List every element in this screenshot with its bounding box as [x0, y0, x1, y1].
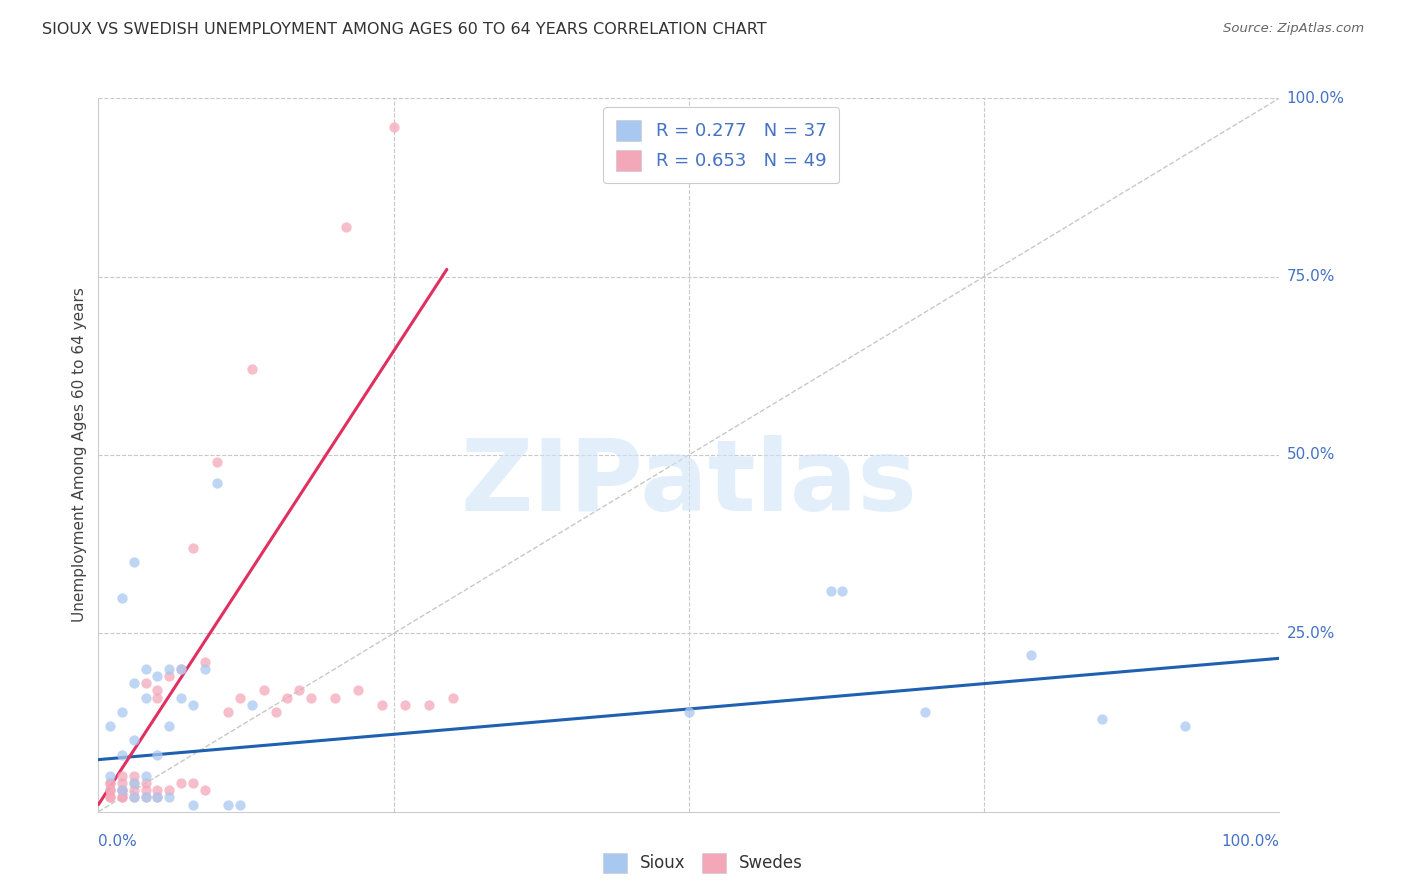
Point	[335, 219, 357, 234]
Point	[205, 476, 228, 491]
Point	[98, 719, 121, 733]
Point	[98, 776, 121, 790]
Point	[347, 683, 370, 698]
Point	[146, 747, 169, 762]
Point	[111, 783, 134, 797]
Point	[122, 555, 145, 569]
Point	[146, 790, 169, 805]
Point	[111, 790, 134, 805]
Point	[1091, 712, 1114, 726]
Point	[146, 783, 169, 797]
Point	[122, 790, 145, 805]
Point	[122, 783, 145, 797]
Point	[135, 783, 157, 797]
Point	[170, 690, 193, 705]
Point	[111, 591, 134, 605]
Point	[146, 690, 169, 705]
Point	[229, 690, 252, 705]
Point	[205, 455, 228, 469]
Text: 0.0%: 0.0%	[98, 834, 138, 849]
Point	[240, 698, 263, 712]
Text: 25.0%: 25.0%	[1286, 626, 1334, 640]
Point	[146, 790, 169, 805]
Point	[122, 776, 145, 790]
Text: ZIPatlas: ZIPatlas	[461, 435, 917, 532]
Point	[170, 662, 193, 676]
Point	[170, 776, 193, 790]
Point	[288, 683, 311, 698]
Point	[146, 683, 169, 698]
Point	[135, 690, 157, 705]
Point	[264, 705, 287, 719]
Point	[98, 769, 121, 783]
Point	[122, 733, 145, 747]
Point	[135, 790, 157, 805]
Point	[194, 655, 217, 669]
Point	[181, 698, 204, 712]
Point	[98, 790, 121, 805]
Text: Source: ZipAtlas.com: Source: ZipAtlas.com	[1223, 22, 1364, 36]
Point	[157, 783, 180, 797]
Point	[146, 669, 169, 683]
Point	[194, 662, 217, 676]
Point	[111, 790, 134, 805]
Point	[820, 583, 842, 598]
Point	[98, 783, 121, 797]
Point	[111, 776, 134, 790]
Point	[122, 776, 145, 790]
Text: 100.0%: 100.0%	[1222, 834, 1279, 849]
Point	[299, 690, 322, 705]
Point	[157, 790, 180, 805]
Point	[135, 676, 157, 690]
Point	[217, 705, 239, 719]
Point	[418, 698, 440, 712]
Point	[157, 662, 180, 676]
Y-axis label: Unemployment Among Ages 60 to 64 years: Unemployment Among Ages 60 to 64 years	[72, 287, 87, 623]
Point	[98, 790, 121, 805]
Point	[229, 797, 252, 812]
Point	[276, 690, 298, 705]
Point	[323, 690, 346, 705]
Point	[240, 362, 263, 376]
Legend: R = 0.277   N = 37, R = 0.653   N = 49: R = 0.277 N = 37, R = 0.653 N = 49	[603, 107, 839, 183]
Text: 100.0%: 100.0%	[1286, 91, 1344, 105]
Point	[170, 662, 193, 676]
Point	[98, 783, 121, 797]
Point	[394, 698, 416, 712]
Point	[135, 776, 157, 790]
Point	[217, 797, 239, 812]
Point	[111, 769, 134, 783]
Point	[98, 776, 121, 790]
Point	[371, 698, 394, 712]
Point	[135, 662, 157, 676]
Point	[111, 783, 134, 797]
Point	[122, 769, 145, 783]
Point	[122, 790, 145, 805]
Point	[111, 783, 134, 797]
Point	[157, 669, 180, 683]
Point	[194, 783, 217, 797]
Legend: Sioux, Swedes: Sioux, Swedes	[596, 847, 810, 880]
Point	[914, 705, 936, 719]
Point	[678, 705, 700, 719]
Text: SIOUX VS SWEDISH UNEMPLOYMENT AMONG AGES 60 TO 64 YEARS CORRELATION CHART: SIOUX VS SWEDISH UNEMPLOYMENT AMONG AGES…	[42, 22, 766, 37]
Point	[111, 705, 134, 719]
Point	[157, 719, 180, 733]
Point	[441, 690, 464, 705]
Point	[111, 747, 134, 762]
Point	[253, 683, 276, 698]
Point	[1174, 719, 1197, 733]
Point	[135, 769, 157, 783]
Point	[181, 776, 204, 790]
Point	[181, 541, 204, 555]
Point	[122, 676, 145, 690]
Text: 50.0%: 50.0%	[1286, 448, 1334, 462]
Point	[1021, 648, 1043, 662]
Text: 75.0%: 75.0%	[1286, 269, 1334, 284]
Point	[831, 583, 853, 598]
Point	[181, 797, 204, 812]
Point	[135, 790, 157, 805]
Point	[382, 120, 405, 134]
